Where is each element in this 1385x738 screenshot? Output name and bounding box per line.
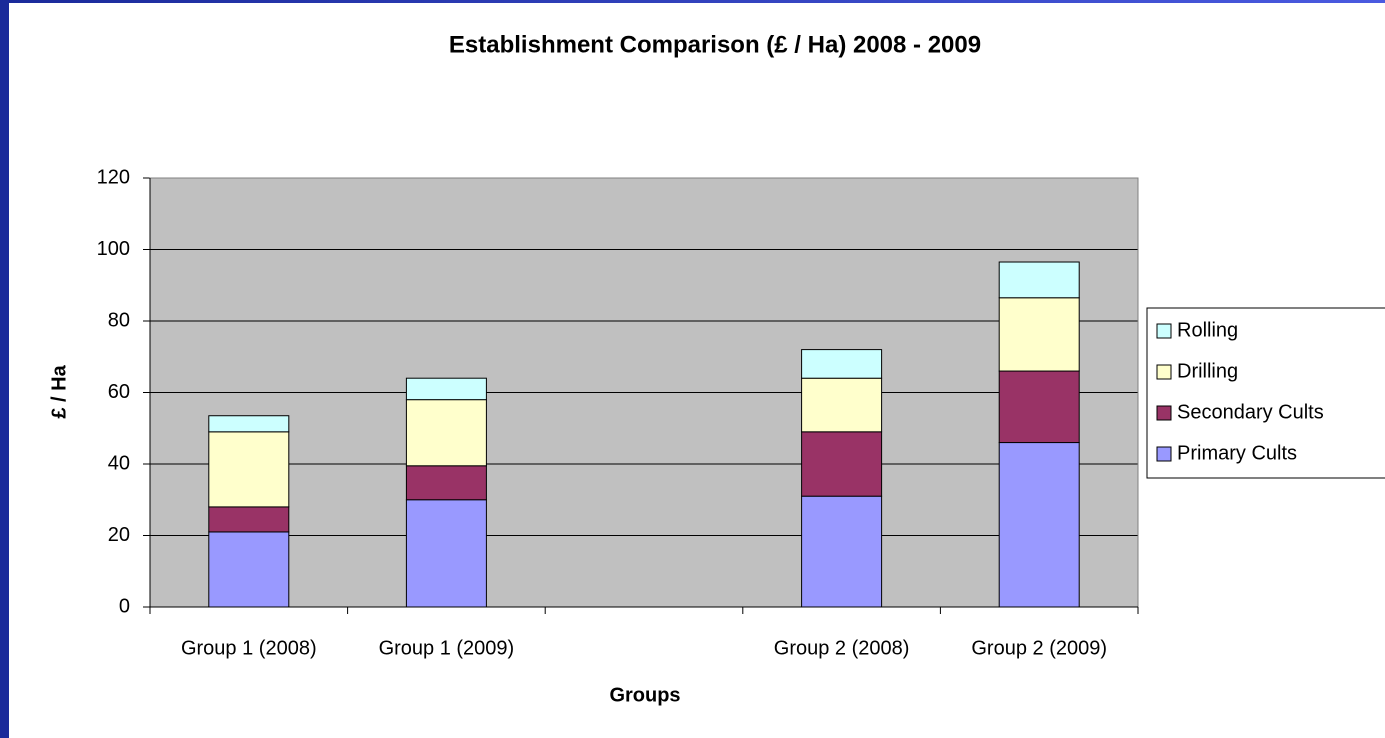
chart-title: Establishment Comparison (£ / Ha) 2008 -…: [449, 31, 981, 58]
x-tick-label: Group 1 (2008): [181, 637, 317, 659]
y-axis-label: £ / Ha: [48, 364, 70, 418]
bar-segment: [801, 349, 883, 379]
x-tick-label: Group 2 (2009): [971, 637, 1107, 659]
x-axis-label: Groups: [609, 684, 680, 706]
y-tick-label: 0: [119, 595, 130, 617]
bar-segment: [801, 431, 883, 497]
bar-segment: [208, 431, 290, 508]
y-tick-label: 40: [108, 452, 130, 474]
legend-label: Secondary Cults: [1177, 401, 1324, 423]
y-tick-label: 60: [108, 381, 130, 403]
bar-segment: [405, 465, 487, 501]
bar-segment: [405, 399, 487, 467]
legend-swatch: [1156, 364, 1172, 380]
y-tick-label: 80: [108, 309, 130, 331]
legend-box: [1146, 307, 1385, 479]
bar-segment: [801, 377, 883, 433]
bar-segment: [208, 531, 290, 608]
bar-segment: [998, 297, 1080, 372]
bar-segment: [998, 261, 1080, 299]
y-tick-label: 100: [97, 238, 130, 260]
bar-segment: [208, 506, 290, 533]
y-tick-label: 20: [108, 524, 130, 546]
legend-swatch: [1156, 446, 1172, 462]
bar-segment: [998, 370, 1080, 444]
bar-segment: [208, 415, 290, 433]
legend-label: Primary Cults: [1177, 442, 1297, 464]
legend-label: Drilling: [1177, 360, 1238, 382]
legend-swatch: [1156, 323, 1172, 339]
bar-segment: [405, 377, 487, 401]
legend-swatch: [1156, 405, 1172, 421]
x-tick-label: Group 2 (2008): [774, 637, 910, 659]
legend-label: Rolling: [1177, 319, 1238, 341]
bar-segment: [801, 495, 883, 608]
y-tick-label: 120: [97, 166, 130, 188]
bar-segment: [405, 499, 487, 608]
bar-segment: [998, 442, 1080, 608]
x-tick-label: Group 1 (2009): [379, 637, 515, 659]
